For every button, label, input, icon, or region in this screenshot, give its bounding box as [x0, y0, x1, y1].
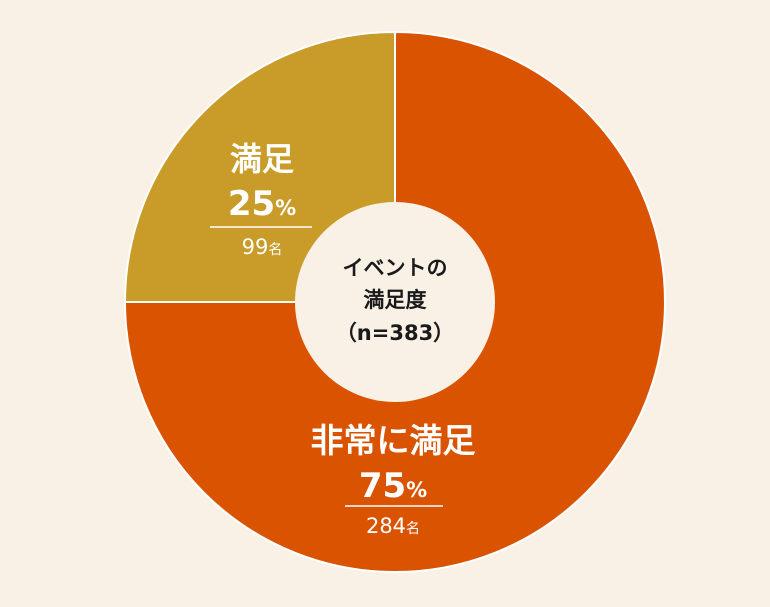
slice-label-very-satisfied-count-unit: 名 [406, 521, 420, 537]
slice-label-satisfied-percent-value: 25 [228, 184, 275, 224]
center-label-line-3: （n=383） [336, 321, 454, 345]
slice-label-very-satisfied-percent: 75% [359, 466, 427, 506]
slice-label-very-satisfied-name: 非常に満足 [311, 421, 476, 460]
slice-label-very-satisfied-percent-value: 75 [359, 466, 406, 506]
donut-center [295, 202, 495, 402]
slice-label-very-satisfied-percent-unit: % [406, 478, 427, 502]
slice-label-satisfied-percent: 25% [228, 184, 296, 224]
center-label-line-2: 満足度 [364, 288, 427, 312]
slice-label-very-satisfied-count: 284名 [366, 514, 420, 538]
slice-label-satisfied-name: 満足 [230, 140, 294, 178]
slice-label-very-satisfied-count-value: 284 [366, 514, 406, 538]
slice-label-satisfied-count: 99名 [242, 235, 283, 259]
slice-label-satisfied-percent-unit: % [275, 196, 296, 220]
slice-label-very-satisfied: 非常に満足 75% 284名 [311, 421, 476, 538]
center-label: イベントの 満足度 （n=383） [336, 256, 454, 345]
slice-label-satisfied: 満足 25% 99名 [210, 140, 312, 259]
center-label-line-1: イベントの [343, 256, 448, 280]
slice-label-satisfied-count-unit: 名 [268, 242, 282, 258]
slice-label-satisfied-count-value: 99 [242, 235, 269, 259]
